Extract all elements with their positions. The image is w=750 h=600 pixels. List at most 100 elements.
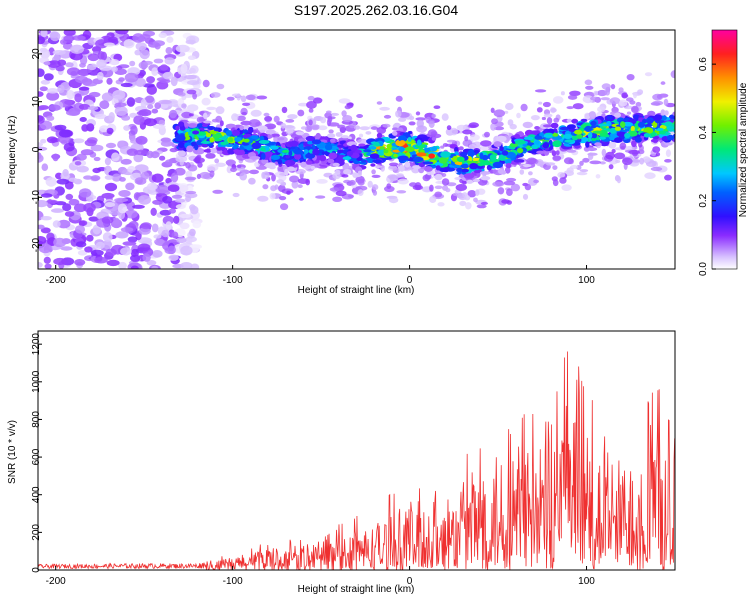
halo-cell	[212, 189, 224, 194]
halo-cell	[325, 110, 332, 114]
ridge-cell	[224, 143, 235, 147]
halo-cell	[462, 129, 473, 135]
ridge-cell	[310, 165, 316, 170]
noise-cell	[65, 193, 74, 200]
halo-cell	[206, 106, 217, 111]
ridge-cell	[590, 120, 597, 126]
noise-cell	[179, 222, 190, 230]
halo-cell	[274, 171, 286, 178]
noise-cell	[76, 165, 89, 173]
halo-cell	[371, 169, 376, 175]
ridge-cell	[606, 115, 613, 120]
ridge-cell	[466, 179, 474, 184]
noise-cell	[153, 234, 162, 239]
noise-cell	[153, 58, 164, 64]
noise-cell	[92, 224, 102, 235]
noise-cell	[112, 217, 120, 225]
halo-cell	[506, 188, 513, 196]
snr-series-line	[38, 351, 675, 570]
halo-cell	[273, 115, 280, 123]
ridge-cell	[234, 137, 242, 142]
ridge-cell	[591, 132, 598, 139]
halo-cell	[174, 167, 186, 176]
halo-cell	[186, 89, 197, 95]
halo-cell	[357, 180, 365, 186]
y-tick-label: 0	[31, 567, 42, 573]
noise-cell	[162, 215, 174, 225]
ridge-cell	[177, 142, 185, 149]
halo-cell	[475, 189, 480, 197]
noise-cell	[132, 33, 145, 43]
halo-cell	[458, 146, 464, 151]
ridge-cell	[666, 125, 675, 131]
halo-cell	[579, 169, 589, 173]
ridge-cell	[356, 157, 363, 161]
ridge-cell	[249, 156, 261, 160]
halo-cell	[533, 179, 539, 184]
halo-cell	[332, 172, 341, 180]
ridge-cell	[216, 146, 227, 151]
noise-cell	[142, 83, 155, 88]
ridge-cell	[369, 146, 377, 150]
halo-cell	[522, 121, 533, 129]
halo-cell	[642, 156, 651, 163]
halo-cell	[601, 148, 607, 157]
ridge-cell	[472, 178, 480, 183]
halo-cell	[355, 185, 368, 191]
halo-cell	[582, 95, 594, 104]
ridge-cell	[566, 118, 573, 123]
ridge-cell	[201, 123, 209, 128]
halo-cell	[248, 119, 261, 128]
ridge-cell	[473, 149, 480, 154]
halo-cell	[528, 171, 533, 176]
halo-cell	[559, 177, 567, 184]
halo-cell	[245, 94, 256, 101]
halo-cell	[441, 113, 449, 121]
y-tick-label: 10	[31, 96, 42, 108]
ridge-cell	[398, 164, 405, 172]
halo-cell	[232, 192, 240, 198]
noise-cell	[133, 153, 144, 163]
halo-cell	[588, 152, 594, 160]
noise-cell	[86, 123, 95, 132]
halo-cell	[270, 185, 277, 192]
halo-cell	[392, 167, 400, 174]
noise-cell	[41, 163, 49, 171]
noise-cell	[78, 86, 90, 91]
noise-cell	[79, 117, 87, 122]
halo-cell	[324, 112, 332, 119]
noise-cell	[63, 35, 75, 42]
noise-cell	[38, 68, 45, 77]
ridge-cell	[386, 143, 393, 149]
halo-cell	[440, 145, 445, 149]
ridge-cell	[346, 151, 354, 156]
noise-cell	[49, 31, 61, 42]
noise-cell	[143, 118, 157, 127]
halo-cell	[601, 83, 611, 90]
noise-cell	[124, 209, 138, 219]
halo-cell	[215, 106, 225, 115]
x-tick-label: -200	[46, 275, 66, 286]
halo-cell	[524, 183, 532, 191]
noise-cell	[115, 30, 129, 35]
noise-cell	[43, 256, 51, 264]
halo-cell	[631, 146, 638, 150]
noise-cell	[54, 124, 67, 131]
noise-cell	[38, 154, 44, 163]
ridge-cell	[552, 133, 559, 137]
halo-cell	[175, 155, 188, 163]
halo-cell	[429, 184, 434, 192]
halo-cell	[281, 106, 288, 114]
snr-y-label: SNR (10 * v/v)	[7, 420, 18, 484]
halo-cell	[551, 176, 558, 182]
noise-cell	[154, 238, 165, 246]
halo-cell	[376, 101, 383, 105]
noise-cell	[165, 221, 172, 230]
noise-cell	[87, 53, 100, 62]
noise-cell	[52, 153, 59, 162]
halo-cell	[566, 167, 574, 173]
noise-cell	[63, 30, 76, 37]
ridge-cell	[192, 130, 200, 135]
halo-cell	[579, 160, 584, 166]
ridge-cell	[281, 149, 290, 153]
